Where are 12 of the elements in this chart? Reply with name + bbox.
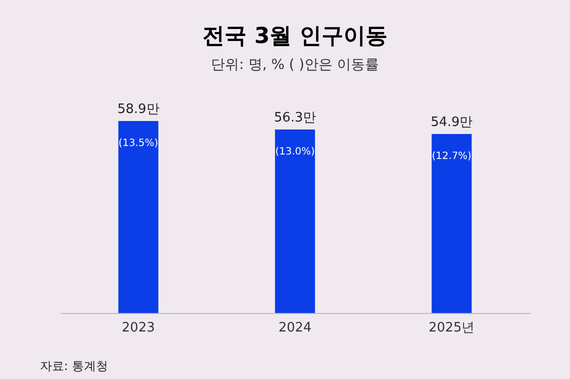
annotation: (13.5%) [118,138,158,149]
annotation: (12.7%) [432,151,472,162]
annotation: (13.0%) [275,146,315,158]
data-label: 54.9만 [430,115,473,130]
text: 자료: 통계청 [40,359,108,373]
x-tick-label: 2023 [122,320,155,336]
data-label: 56.3만 [274,110,316,126]
x-tick-label: 2025년 [428,320,475,336]
data-label: 58.9만 [117,102,160,117]
x-tick-label: 2024 [278,320,312,336]
chart-title: 전국 3월 인구이동 [202,24,388,49]
chart-subtitle: 단위: 명, % ( )안은 이동률 [211,57,379,73]
